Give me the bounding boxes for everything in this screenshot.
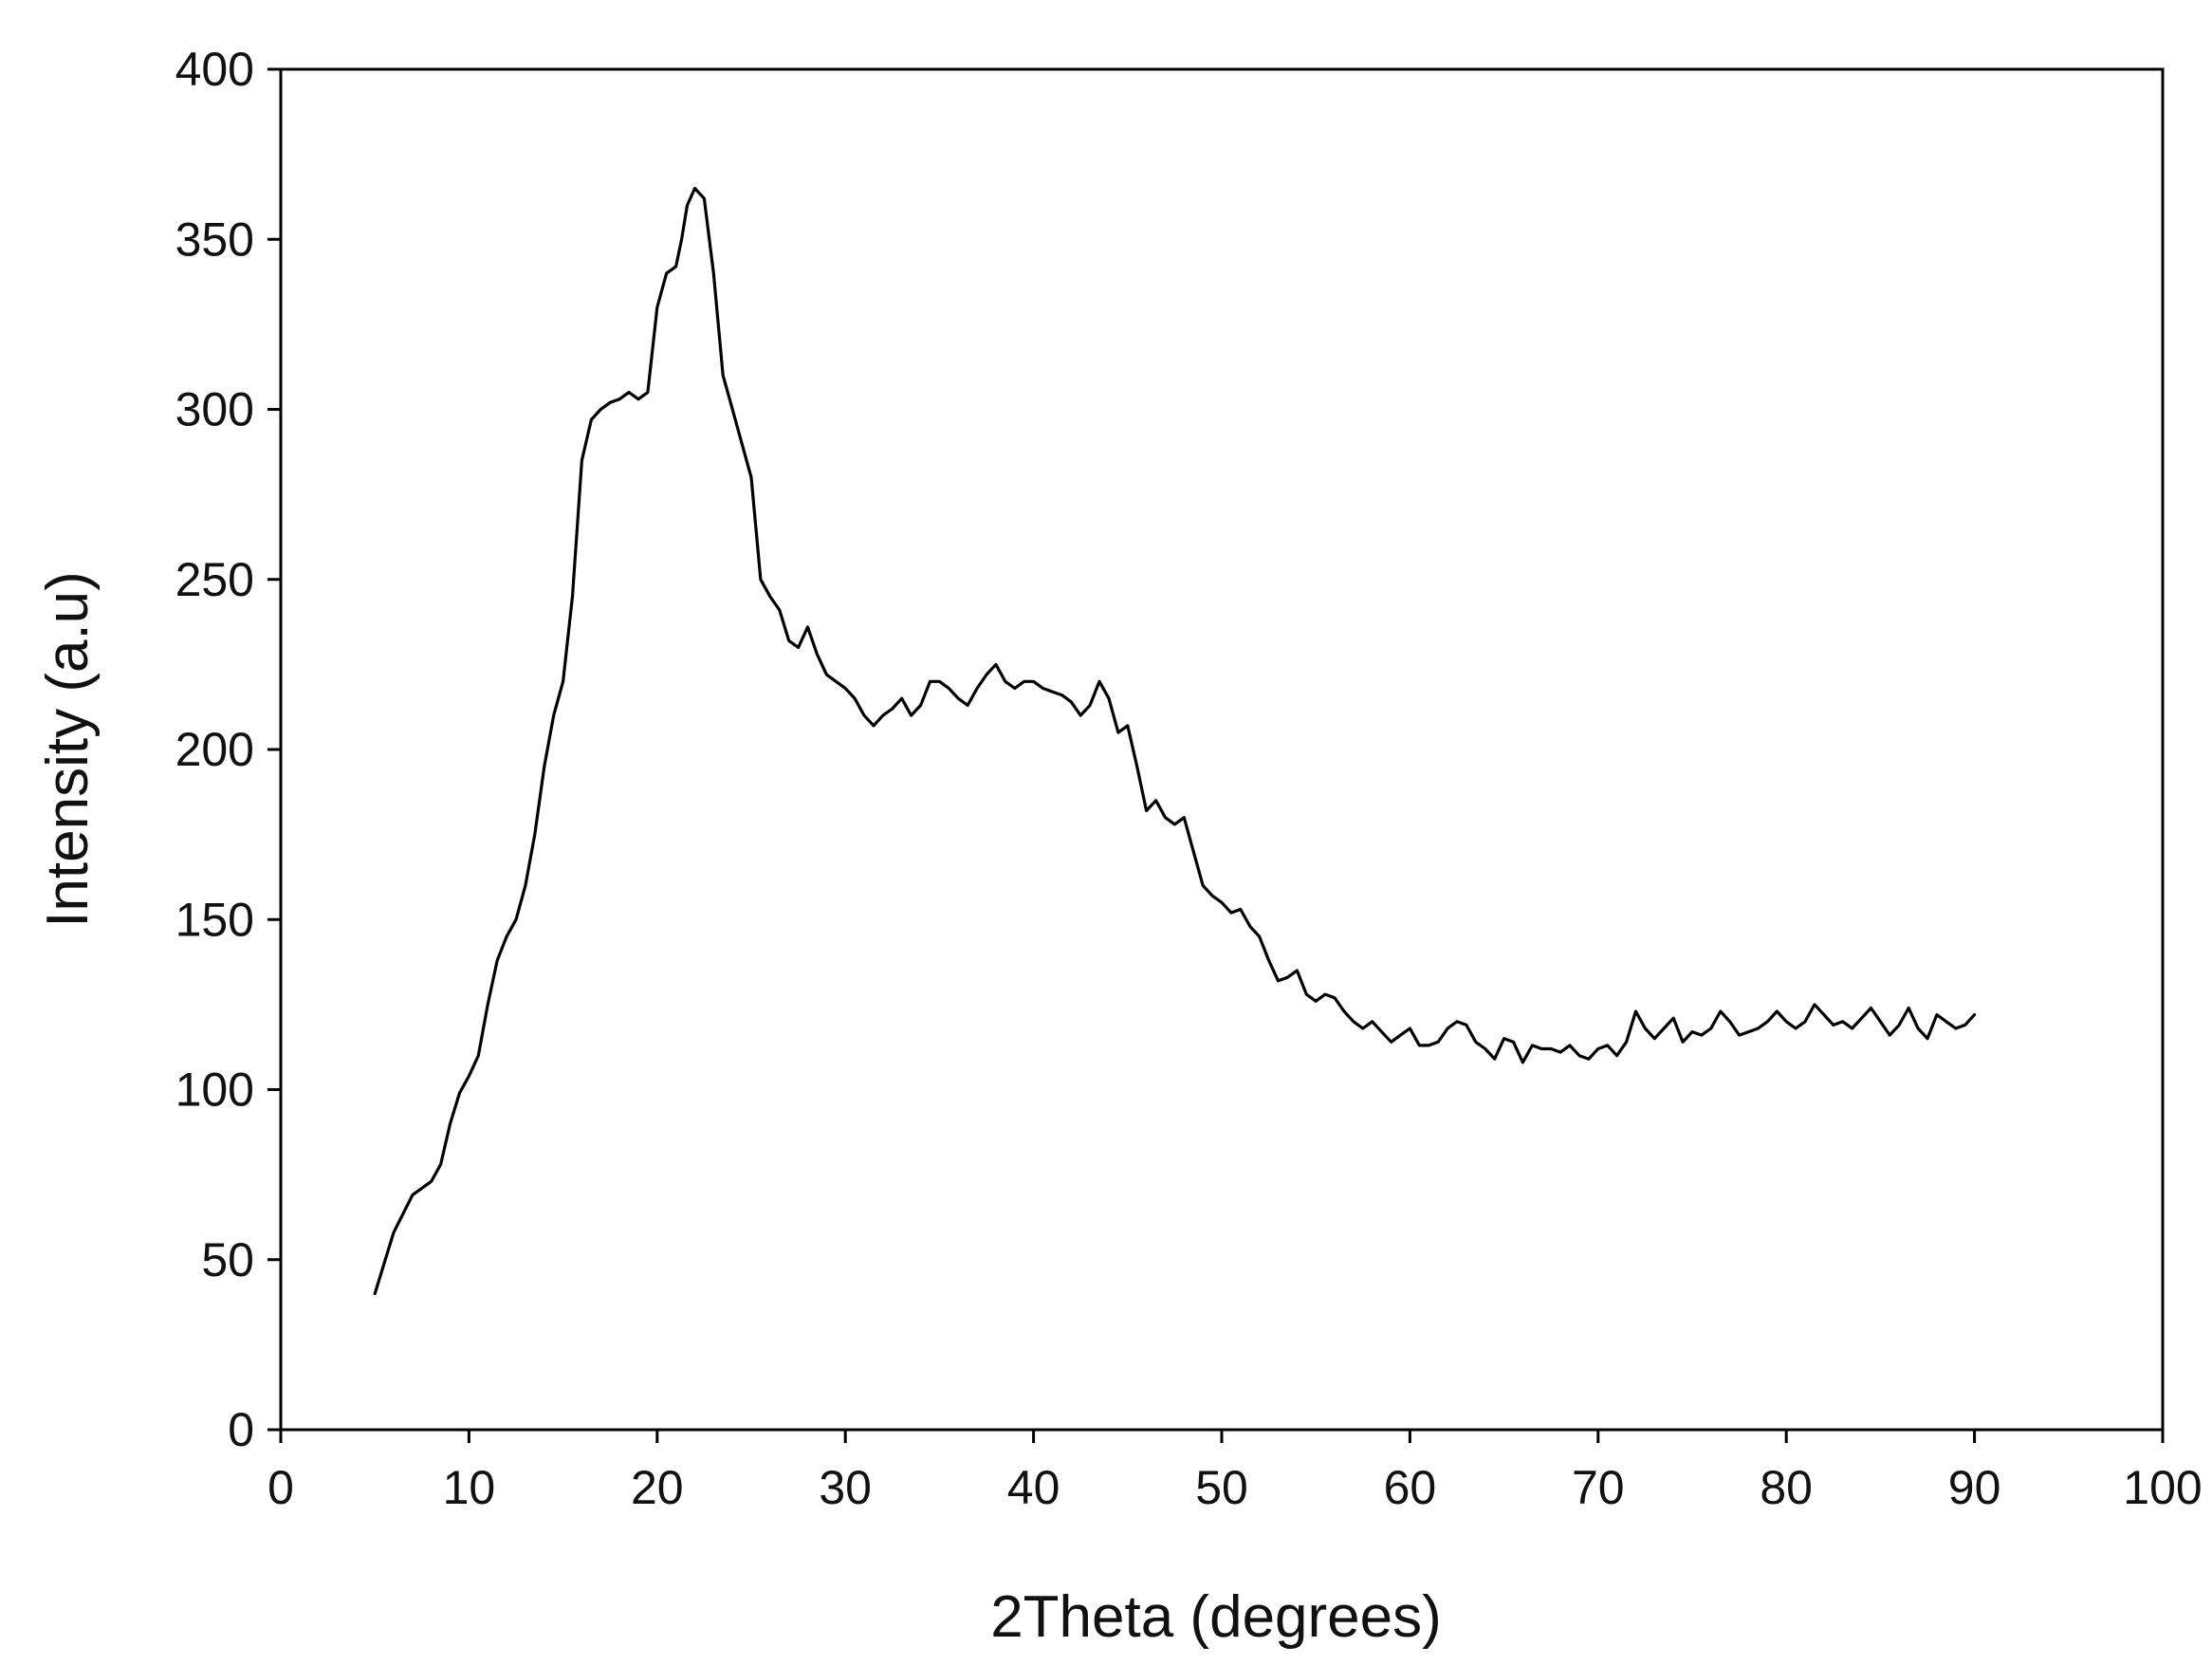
x-tick-label: 70 (1572, 1461, 1625, 1514)
y-tick-label: 350 (175, 213, 254, 266)
series-line (373, 186, 1977, 1296)
x-tick-label: 90 (1948, 1461, 2001, 1514)
x-tick-label: 60 (1384, 1461, 1437, 1514)
y-tick-label: 400 (175, 43, 254, 96)
y-tick-label: 100 (175, 1064, 254, 1117)
x-tick-label: 30 (819, 1461, 872, 1514)
y-tick-label: 0 (228, 1403, 254, 1456)
x-tick-label: 100 (2123, 1461, 2202, 1514)
y-tick-label: 200 (175, 723, 254, 776)
x-tick-label: 50 (1195, 1461, 1248, 1514)
y-tick-label: 300 (175, 383, 254, 436)
y-axis-ticks: 0 50 100 150 200 250 300 350 400 (175, 43, 281, 1456)
x-axis-ticks: 0 10 20 30 40 50 60 70 80 90 100 (267, 1430, 2203, 1514)
x-tick-label: 10 (443, 1461, 496, 1514)
plot-frame (279, 67, 2165, 1432)
x-tick-label: 20 (631, 1461, 684, 1514)
x-tick-label: 0 (267, 1461, 294, 1514)
y-tick-label: 250 (175, 553, 254, 606)
x-tick-label: 40 (1007, 1461, 1060, 1514)
y-tick-label: 150 (175, 893, 254, 946)
x-tick-label: 80 (1760, 1461, 1813, 1514)
series-layer (373, 186, 1977, 1296)
y-tick-label: 50 (201, 1233, 254, 1286)
x-axis-title: 2Theta (degrees) (990, 1584, 1442, 1650)
y-axis-title: Intensity (a.u) (35, 571, 101, 928)
